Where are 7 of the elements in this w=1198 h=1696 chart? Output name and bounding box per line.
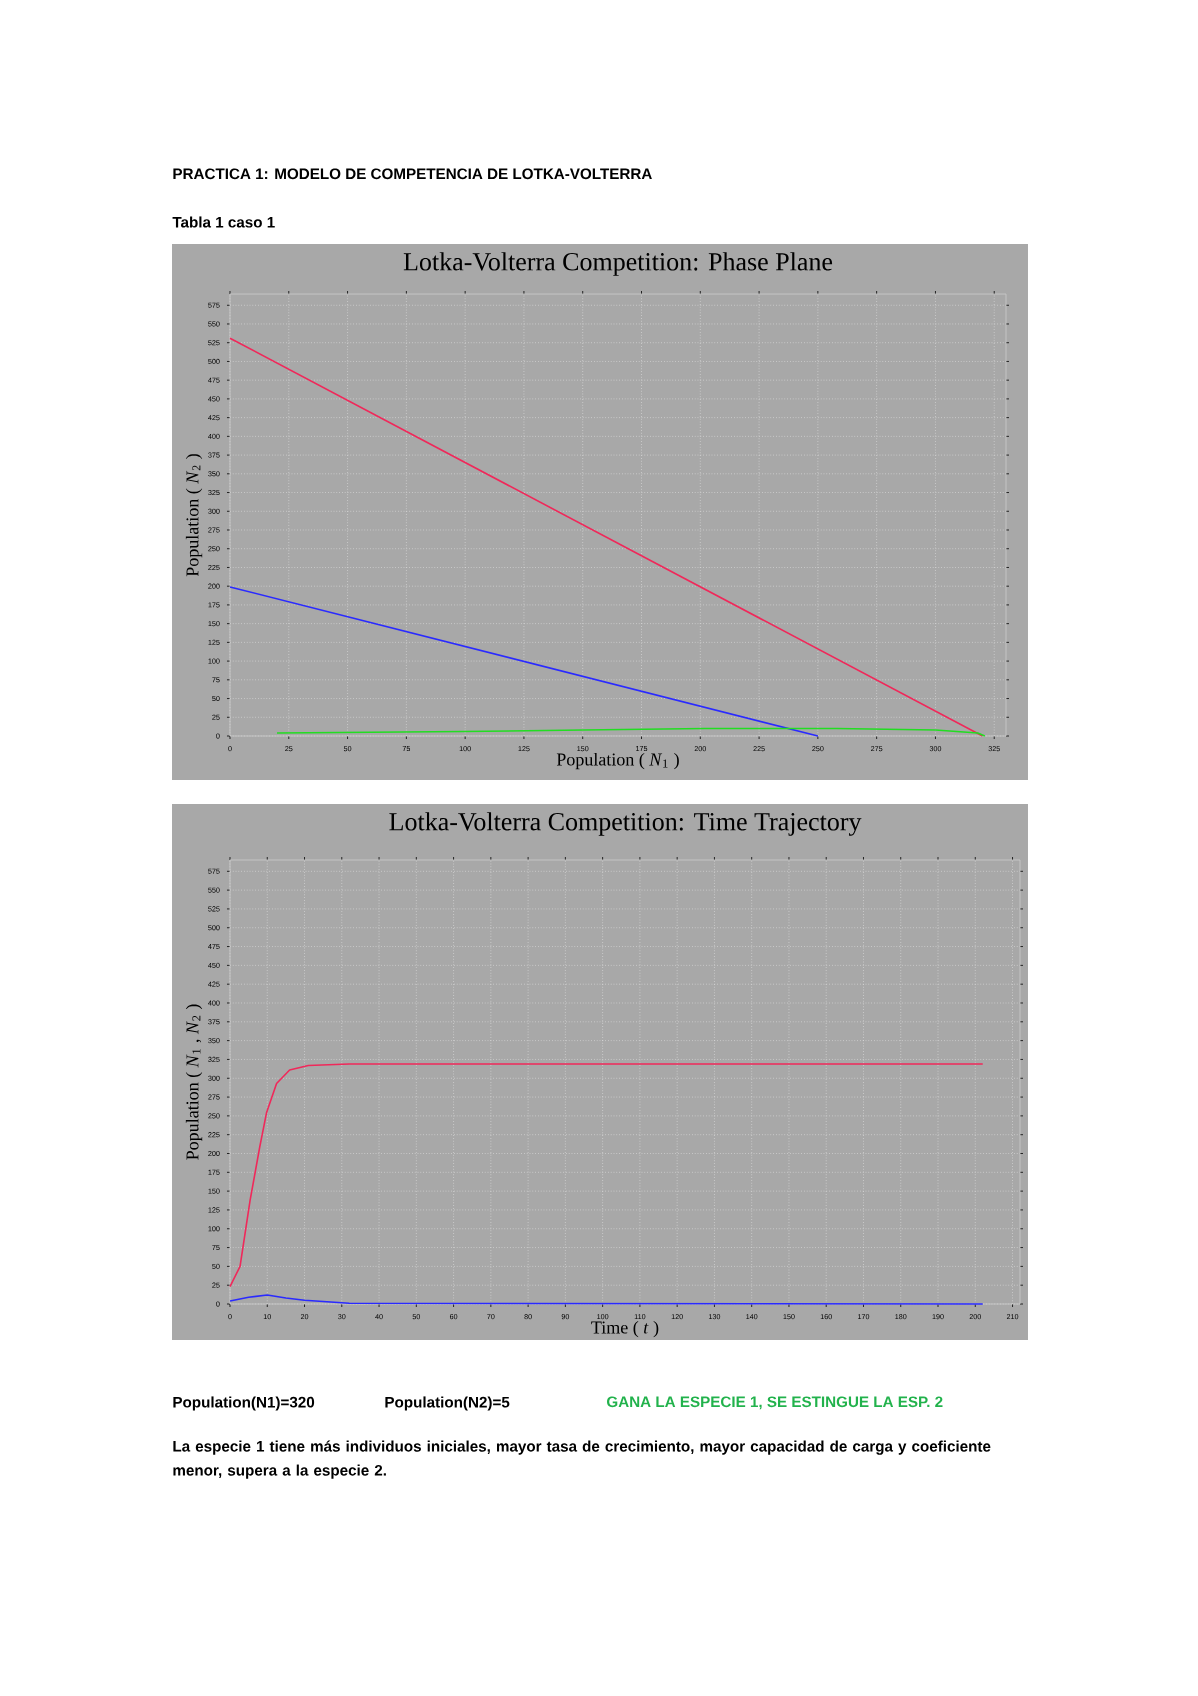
- chart-title: Lotka-Volterra Competition: Phase Plane: [403, 252, 833, 276]
- y-axis-title: Population ( N$_{1}$ , N$_{2}$ ): [185, 1004, 203, 1160]
- line-series: [229, 1063, 984, 1288]
- y-axis-title: Population ( N$_{2}$ ): [185, 454, 203, 577]
- chart-title: Lotka-Volterra Competition: Time Trajectory: [389, 812, 862, 836]
- x-axis-title: Population ( N$_{1}$ ): [556, 752, 679, 770]
- x-axis-title: Time ( t ): [591, 1320, 659, 1338]
